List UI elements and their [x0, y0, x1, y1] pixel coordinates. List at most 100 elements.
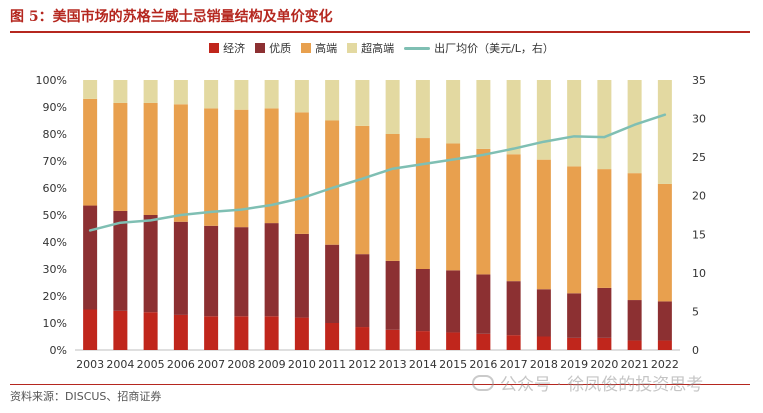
y-left-tick-label: 10% — [43, 317, 67, 330]
bar-segment-economy — [657, 340, 672, 350]
x-tick-label: 2006 — [167, 358, 195, 371]
bar-segment-super-premium — [567, 80, 582, 167]
source-note: 资料来源：DISCUS、招商证券 — [10, 390, 162, 403]
title-divider — [10, 31, 750, 33]
y-right-tick-label: 15 — [692, 228, 706, 241]
bar-segment-economy — [597, 337, 612, 350]
bar-segment-premium — [173, 221, 188, 315]
chart-legend: 经济 优质 高端 超高端 出厂均价（美元/L，右） — [0, 40, 763, 56]
legend-swatch-economy — [209, 43, 220, 53]
bar-segment-economy — [536, 336, 551, 350]
bar-segment-high-end — [446, 143, 461, 271]
bar-segment-premium — [627, 300, 642, 341]
bar-segment-high-end — [476, 148, 491, 275]
bar-segment-high-end — [627, 173, 642, 301]
y-left-tick-label: 40% — [43, 236, 67, 249]
y-right-tick-label: 30 — [692, 113, 706, 126]
bar-segment-super-premium — [355, 80, 370, 126]
y-right-tick-label: 0 — [692, 344, 699, 357]
bar-segment-premium — [385, 260, 400, 330]
bar-segment-premium — [204, 225, 219, 317]
bar-segment-super-premium — [234, 80, 249, 110]
bar-segment-economy — [355, 327, 370, 350]
bar-segment-economy — [627, 340, 642, 350]
y-right-tick-label: 35 — [692, 74, 706, 87]
y-left-tick-label: 60% — [43, 182, 67, 195]
bar-segment-high-end — [355, 125, 370, 255]
bar-segment-super-premium — [627, 80, 642, 174]
bar-segment-premium — [415, 269, 430, 332]
bar-segment-high-end — [506, 154, 521, 282]
y-left-tick-label: 90% — [43, 101, 67, 114]
legend-swatch-premium — [255, 43, 266, 53]
bar-segment-super-premium — [506, 80, 521, 155]
bar-segment-super-premium — [657, 80, 672, 184]
x-tick-label: 2012 — [348, 358, 376, 371]
bar-segment-economy — [264, 316, 279, 350]
bar-segment-high-end — [657, 183, 672, 302]
bar-segment-premium — [567, 293, 582, 338]
bar-segment-super-premium — [325, 80, 340, 121]
bar-segment-super-premium — [415, 80, 430, 139]
bar-segment-premium — [597, 287, 612, 338]
legend-item-premium: 优质 — [255, 40, 291, 56]
y-left-tick-label: 50% — [43, 209, 67, 222]
x-tick-label: 2020 — [590, 358, 618, 371]
bar-segment-high-end — [536, 159, 551, 290]
x-tick-label: 2008 — [227, 358, 255, 371]
bar-segment-super-premium — [385, 80, 400, 134]
y-right-tick-label: 10 — [692, 267, 706, 280]
x-tick-label: 2022 — [651, 358, 679, 371]
bar-segment-super-premium — [173, 80, 188, 105]
bar-segment-premium — [294, 233, 309, 318]
bar-segment-economy — [234, 316, 249, 350]
x-tick-label: 2018 — [530, 358, 558, 371]
footer-divider — [10, 384, 750, 385]
bar-segment-high-end — [597, 169, 612, 288]
bar-segment-economy — [294, 317, 309, 350]
bar-segment-economy — [415, 331, 430, 350]
bar-segment-high-end — [385, 134, 400, 261]
x-tick-label: 2017 — [500, 358, 528, 371]
x-tick-label: 2016 — [469, 358, 497, 371]
bar-segment-premium — [325, 244, 340, 323]
x-tick-label: 2003 — [76, 358, 104, 371]
bar-segment-premium — [264, 223, 279, 317]
bar-segment-economy — [173, 314, 188, 350]
bar-segment-economy — [143, 312, 158, 350]
legend-item-price: 出厂均价（美元/L，右） — [404, 40, 554, 56]
bar-segment-super-premium — [294, 80, 309, 113]
bar-segment-economy — [567, 337, 582, 350]
x-tick-label: 2015 — [439, 358, 467, 371]
bar-segment-high-end — [234, 109, 249, 228]
bar-segment-super-premium — [264, 80, 279, 109]
bar-segment-high-end — [143, 102, 158, 215]
bar-segment-high-end — [325, 120, 340, 245]
x-tick-label: 2009 — [258, 358, 286, 371]
legend-label-economy: 经济 — [223, 42, 246, 55]
bar-segment-economy — [83, 309, 98, 350]
legend-item-super-premium: 超高端 — [347, 40, 394, 56]
y-left-tick-label: 70% — [43, 155, 67, 168]
legend-label-high-end: 高端 — [315, 42, 338, 55]
bar-segment-high-end — [173, 104, 188, 222]
legend-label-price: 出厂均价（美元/L，右） — [434, 42, 554, 55]
bar-segment-economy — [476, 333, 491, 350]
wechat-icon — [472, 374, 494, 391]
watermark-text: 公众号 · 徐凤俊的投资思考 — [500, 375, 704, 395]
bar-segment-economy — [113, 310, 128, 350]
bar-segment-economy — [325, 323, 340, 350]
bar-segment-premium — [657, 301, 672, 341]
y-left-tick-label: 80% — [43, 128, 67, 141]
x-tick-label: 2010 — [288, 358, 316, 371]
legend-line-price — [404, 46, 431, 50]
bar-segment-premium — [234, 227, 249, 317]
x-tick-label: 2013 — [379, 358, 407, 371]
y-left-tick-label: 100% — [36, 74, 67, 87]
bar-segment-high-end — [294, 112, 309, 234]
x-tick-label: 2011 — [318, 358, 346, 371]
bar-segment-high-end — [113, 102, 128, 211]
x-tick-label: 2021 — [621, 358, 649, 371]
y-right-tick-label: 20 — [692, 190, 706, 203]
